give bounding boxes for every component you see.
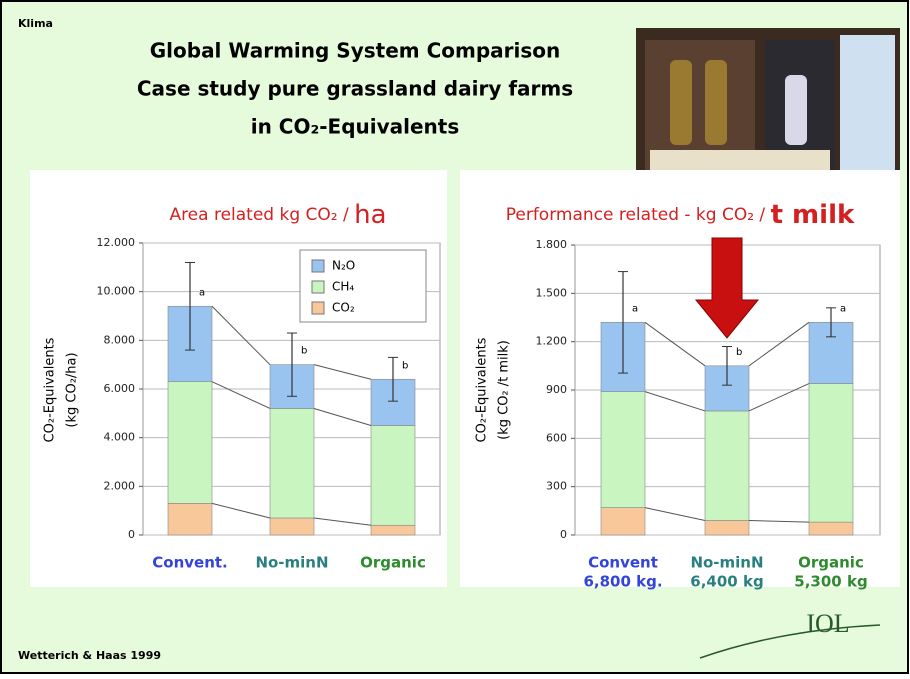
slide-title: Global Warming System Comparison (150, 39, 561, 63)
legend-swatch (311, 301, 325, 315)
y-tick-label: 2.000 (104, 479, 136, 492)
connector-line (748, 321, 810, 367)
x-tick-label: No-minN (690, 554, 763, 572)
x-tick-label: Convent. (152, 554, 228, 572)
y-tick-label: 0 (128, 528, 135, 541)
bar-segment (269, 408, 315, 519)
y-tick-label: 8.000 (104, 333, 136, 346)
y-tick-label: 300 (546, 480, 567, 493)
connector-line (211, 381, 271, 409)
x-tick-label: No-minN (255, 554, 328, 572)
footer: Wetterich & Haas 1999 (18, 649, 161, 662)
legend-label: N₂O (332, 259, 355, 273)
x-tick-sublabel: 6,800 kg. (583, 573, 662, 591)
connector-line (644, 391, 706, 412)
logo-swoosh (699, 624, 881, 659)
bar-segment (704, 520, 750, 536)
y-tick-label: 1.500 (536, 286, 568, 299)
significance-letter: b (736, 347, 742, 358)
y-axis-label: (kg CO₂/ha) (65, 352, 80, 427)
chart-title-text: Area related kg CO₂ / (169, 205, 349, 225)
highlight-arrow (694, 237, 760, 339)
header-label: Klima (18, 17, 53, 30)
plots: 0 2.000 4.000 6.000 8.000 10.000 12.000 a b b Conv… (97, 236, 881, 591)
legend-label: CO₂ (332, 301, 355, 315)
y-tick-label: 0 (560, 528, 567, 541)
bar-segment (370, 425, 416, 526)
y-tick-label: 10.000 (97, 285, 136, 298)
connector-line (211, 305, 271, 366)
bar-segment (269, 517, 315, 536)
y-tick-label: 1.800 (536, 238, 568, 251)
bar-segment (370, 524, 416, 536)
x-tick-label: Organic (798, 554, 864, 572)
slide-title: in CO₂-Equivalents (251, 115, 460, 139)
bar-segment (167, 381, 213, 504)
y-tick-label: 4.000 (104, 431, 136, 444)
x-tick-sublabel: 5,300 kg (794, 573, 867, 591)
connector-line (748, 520, 810, 523)
connector-line (313, 407, 372, 426)
bar-segment (167, 503, 213, 536)
logo: IOL (806, 609, 849, 638)
bar-segment (808, 383, 854, 523)
y-axis-label: CO₂-Equivalents (43, 337, 58, 442)
chart-title: Area related kg CO₂ / ha (169, 200, 386, 230)
bar-segment (600, 507, 646, 536)
significance-letter: a (199, 287, 205, 298)
chart-title-unit: t milk (771, 200, 855, 230)
bar-segment (600, 391, 646, 508)
x-tick-label: Convent (588, 554, 658, 572)
connector-line (644, 321, 706, 367)
significance-letter: b (402, 360, 408, 371)
chart-title: Performance related - kg CO₂ / t milk (506, 200, 855, 230)
y-axis-label: (kg CO₂ /t milk) (497, 340, 512, 440)
x-tick-sublabel: 6,400 kg (690, 573, 763, 591)
y-tick-label: 900 (546, 383, 567, 396)
connector-line (313, 517, 372, 526)
connector-line (748, 383, 810, 412)
y-tick-label: 12.000 (97, 236, 136, 249)
y-tick-label: 1.200 (536, 335, 568, 348)
chart-title-unit: ha (354, 200, 386, 230)
photo (636, 28, 900, 186)
chart-title-text: Performance related - kg CO₂ / (506, 205, 766, 225)
slide-title: Case study pure grassland dairy farms (137, 77, 573, 101)
bar-segment (808, 521, 854, 536)
x-tick-label: Organic (360, 554, 426, 572)
connector-line (313, 364, 372, 380)
connector-line (211, 502, 271, 519)
legend-swatch (311, 259, 325, 273)
significance-letter: a (632, 303, 638, 314)
significance-letter: b (301, 346, 307, 357)
connector-line (644, 507, 706, 521)
bar-segment (704, 410, 750, 521)
legend-label: CH₄ (332, 280, 354, 294)
y-axis-label: CO₂-Equivalents (475, 337, 490, 442)
significance-letter: a (840, 303, 846, 314)
y-tick-label: 600 (546, 431, 567, 444)
legend-swatch (311, 280, 325, 294)
y-tick-label: 6.000 (104, 382, 136, 395)
